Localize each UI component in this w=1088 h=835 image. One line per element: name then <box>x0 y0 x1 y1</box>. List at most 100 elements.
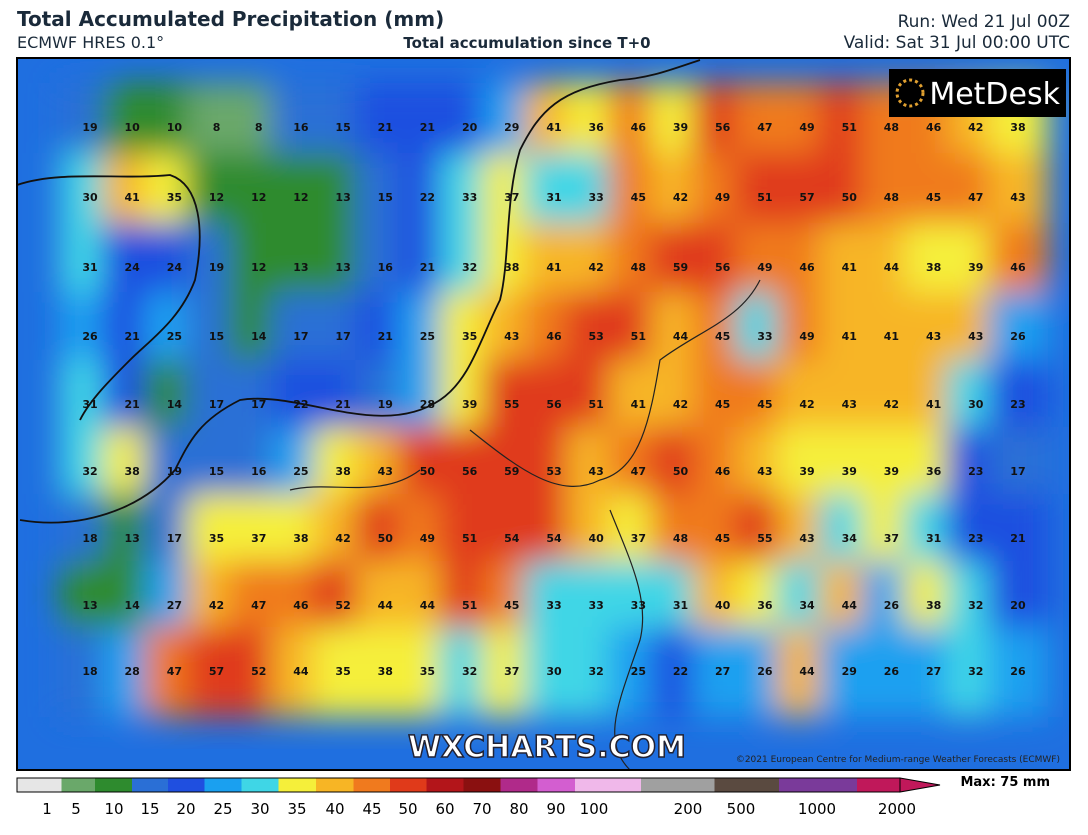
colorbar-segment <box>132 778 168 792</box>
grid-value: 16 <box>251 465 267 478</box>
grid-value: 51 <box>462 532 477 545</box>
grid-value: 32 <box>462 665 477 678</box>
grid-value: 30 <box>968 398 984 411</box>
grid-value: 12 <box>251 191 266 204</box>
grid-value: 14 <box>125 599 141 612</box>
logo-icon <box>895 78 925 108</box>
grid-value: 44 <box>799 665 815 678</box>
grid-value: 57 <box>209 665 224 678</box>
colorbar-segment <box>241 778 279 792</box>
grid-value: 12 <box>251 261 266 274</box>
grid-value: 21 <box>125 398 140 411</box>
grid-value: 44 <box>842 599 858 612</box>
grid-value: 57 <box>799 191 814 204</box>
colorbar-label: 15 <box>140 800 159 818</box>
grid-value: 26 <box>884 599 900 612</box>
grid-value: 51 <box>631 330 646 343</box>
grid-value: 50 <box>842 191 858 204</box>
grid-value: 51 <box>757 191 772 204</box>
grid-value: 43 <box>926 330 941 343</box>
grid-value: 32 <box>82 465 97 478</box>
grid-value: 46 <box>1010 261 1026 274</box>
grid-value: 47 <box>757 121 772 134</box>
grid-value: 46 <box>631 121 647 134</box>
grid-value: 17 <box>335 330 350 343</box>
colorbar-segment <box>779 778 857 792</box>
colorbar-label: 25 <box>213 800 232 818</box>
grid-value: 32 <box>968 665 983 678</box>
grid-value: 19 <box>209 261 224 274</box>
grid-value: 34 <box>799 599 815 612</box>
grid-value: 8 <box>255 121 263 134</box>
colorbar-label: 80 <box>509 800 528 818</box>
map-frame <box>16 57 1071 771</box>
grid-value: 50 <box>378 532 394 545</box>
value-grid: 19 10 10 8 8 16 15 21 21 20 29 41 36 46 39 56 47 49 51 48 46… <box>82 121 1026 678</box>
grid-value: 46 <box>926 121 942 134</box>
max-label: Max: 75 mm <box>960 775 1050 790</box>
grid-value: 27 <box>167 599 182 612</box>
grid-value: 35 <box>209 532 224 545</box>
grid-value: 13 <box>125 532 140 545</box>
grid-value: 10 <box>125 121 141 134</box>
grid-value: 10 <box>167 121 183 134</box>
grid-value: 46 <box>799 261 815 274</box>
grid-value: 42 <box>589 261 604 274</box>
colorbar-segment <box>500 778 538 792</box>
grid-value: 17 <box>293 330 308 343</box>
grid-value: 32 <box>968 599 983 612</box>
grid-value: 51 <box>462 599 477 612</box>
grid-value: 35 <box>420 665 435 678</box>
grid-value: 8 <box>213 121 221 134</box>
grid-value: 38 <box>926 599 941 612</box>
grid-value: 41 <box>926 398 941 411</box>
grid-value: 36 <box>757 599 773 612</box>
grid-value: 31 <box>926 532 941 545</box>
colorbar-segment <box>537 778 575 792</box>
grid-value: 42 <box>209 599 224 612</box>
grid-value: 17 <box>251 398 266 411</box>
grid-value: 59 <box>504 465 519 478</box>
grid-value: 44 <box>420 599 436 612</box>
colorbar-segment <box>95 778 132 792</box>
grid-value: 26 <box>884 665 900 678</box>
model: ECMWF HRES 0.1° <box>17 33 164 52</box>
grid-value: 22 <box>673 665 688 678</box>
grid-value: 39 <box>673 121 688 134</box>
colorbar-segment <box>390 778 427 792</box>
colorbar-label: 35 <box>287 800 306 818</box>
grid-value: 49 <box>715 191 730 204</box>
grid-value: 25 <box>167 330 182 343</box>
grid-value: 30 <box>82 191 98 204</box>
grid-value: 32 <box>589 665 604 678</box>
grid-value: 14 <box>167 398 183 411</box>
grid-value: 43 <box>842 398 857 411</box>
grid-value: 43 <box>589 465 604 478</box>
grid-value: 41 <box>631 398 646 411</box>
grid-value: 39 <box>462 398 477 411</box>
grid-value: 25 <box>631 665 646 678</box>
grid-value: 14 <box>251 330 267 343</box>
grid-value: 56 <box>462 465 478 478</box>
grid-value: 31 <box>546 191 561 204</box>
grid-value: 40 <box>589 532 605 545</box>
credit: ©2021 European Centre for Medium-range W… <box>736 755 1060 765</box>
colorbar-segment <box>316 778 354 792</box>
grid-value: 41 <box>842 330 857 343</box>
grid-value: 21 <box>378 330 393 343</box>
grid-value: 41 <box>546 261 561 274</box>
grid-value: 17 <box>167 532 182 545</box>
grid-value: 35 <box>335 665 350 678</box>
colorbar-label: 5 <box>71 800 81 818</box>
grid-value: 56 <box>715 121 731 134</box>
grid-value: 38 <box>378 665 393 678</box>
grid-value: 15 <box>209 330 224 343</box>
colorbar-label: 20 <box>176 800 195 818</box>
colorbar: 1 5 10 15 20 25 30 35 40 45 50 60 70 80 90 100 200 500 100… <box>16 777 941 818</box>
grid-value: 41 <box>842 261 857 274</box>
grid-value: 34 <box>842 532 858 545</box>
grid-value: 31 <box>673 599 688 612</box>
colorbar-segment <box>463 778 501 792</box>
grid-value: 51 <box>589 398 604 411</box>
colorbar-label: 200 <box>674 800 703 818</box>
